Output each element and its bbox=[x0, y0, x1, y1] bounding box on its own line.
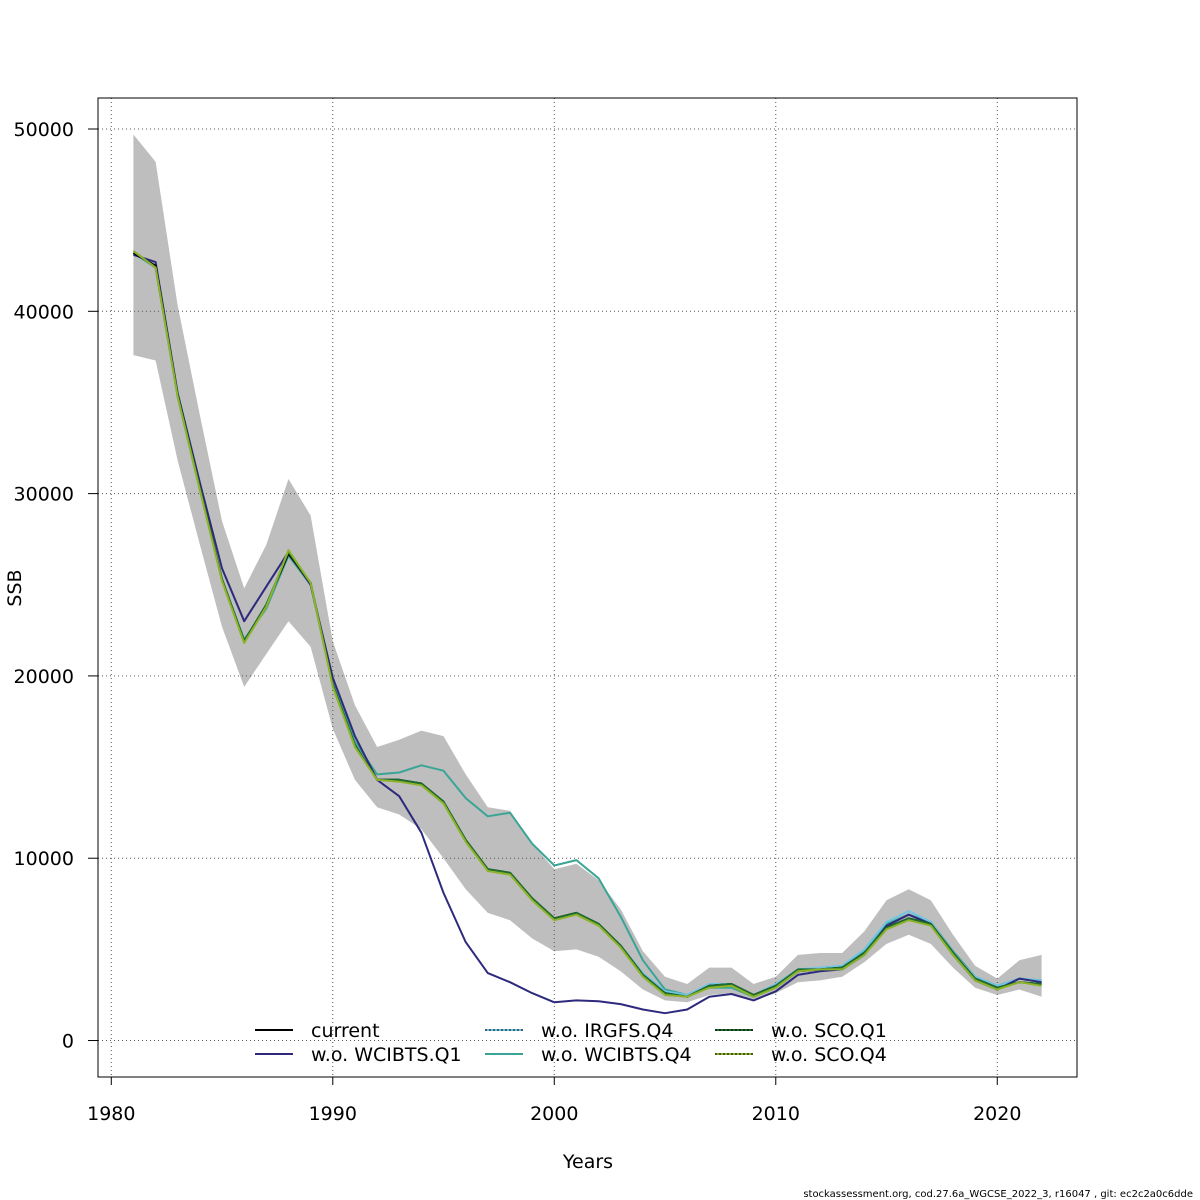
series-layer bbox=[132, 250, 1042, 1015]
x-axis: 1980 1990 2000 2010 2020 bbox=[87, 1077, 1021, 1125]
series-line-w-o-sco-q4 bbox=[132, 250, 1042, 998]
x-tick-label: 1990 bbox=[309, 1103, 357, 1125]
legend-label-current: current bbox=[311, 1020, 380, 1042]
y-tick-label: 20000 bbox=[14, 666, 74, 688]
y-tick-label: 10000 bbox=[14, 848, 74, 870]
x-tick-label: 2010 bbox=[752, 1103, 800, 1125]
legend-label-w-o-wcibts-q4: w.o. WCIBTS.Q4 bbox=[541, 1044, 692, 1066]
confidence-band-layer bbox=[133, 134, 1042, 1003]
y-axis: 0 10000 20000 30000 40000 50000 bbox=[14, 119, 98, 1053]
x-axis-title: Years bbox=[562, 1151, 613, 1173]
legend-label-w-o-sco-q1: w.o. SCO.Q1 bbox=[771, 1020, 887, 1042]
footer-credit: stockassessment.org, cod.27.6a_WGCSE_202… bbox=[803, 1189, 1193, 1200]
legend-label-w-o-sco-q4: w.o. SCO.Q4 bbox=[771, 1044, 887, 1066]
y-tick-label: 0 bbox=[62, 1031, 74, 1053]
plot-frame bbox=[97, 97, 1078, 1078]
x-tick-label: 1980 bbox=[87, 1103, 135, 1125]
y-axis-title: SSB bbox=[4, 569, 26, 606]
legend-label-w-o-wcibts-q1: w.o. WCIBTS.Q1 bbox=[311, 1044, 462, 1066]
legend-label-w-o-irgfs-q4: w.o. IRGFS.Q4 bbox=[541, 1020, 673, 1042]
y-tick-label: 40000 bbox=[14, 301, 74, 323]
x-tick-label: 2000 bbox=[530, 1103, 578, 1125]
confidence-band bbox=[133, 134, 1042, 1003]
y-tick-label: 50000 bbox=[14, 119, 74, 141]
x-tick-label: 2020 bbox=[973, 1103, 1021, 1125]
y-tick-label: 30000 bbox=[14, 484, 74, 506]
